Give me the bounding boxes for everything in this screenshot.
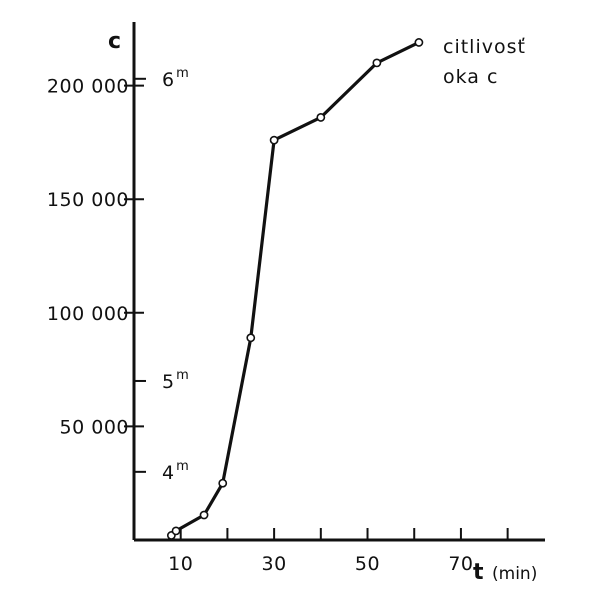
- magnitude-base-6: 6: [162, 69, 174, 91]
- data-point-5: [269, 135, 279, 145]
- magnitude-unit-4: m: [176, 459, 189, 474]
- data-point-4: [246, 333, 256, 343]
- ticks: 10 30 50 70 200 000 150 000 100 000 50 000: [47, 76, 509, 575]
- magnitude-base-5: 5: [162, 371, 174, 393]
- axes: [132, 22, 545, 542]
- x-tick-label-50: 50: [355, 553, 380, 575]
- magnitude-unit-6: m: [176, 66, 189, 81]
- y-axis-title: c: [108, 29, 121, 54]
- x-axis-title: t: [473, 560, 484, 585]
- magnitude-base-4: 4: [162, 462, 174, 484]
- series: [166, 38, 424, 540]
- data-point-1: [171, 526, 181, 536]
- labels: c t (min) citlivosť oka c: [108, 29, 537, 585]
- y-tick-label-200000: 200 000: [47, 76, 129, 98]
- y-tick-label-100000: 100 000: [47, 303, 129, 325]
- magnitude-marks: 6 m5 m4 m: [134, 66, 189, 484]
- data-point-3: [218, 478, 228, 488]
- legend-line-1: citlivosť: [443, 36, 526, 58]
- data-point-6: [316, 113, 326, 122]
- y-tick-label-50000: 50 000: [60, 416, 129, 438]
- data-point-8: [414, 38, 424, 47]
- x-tick-label-10: 10: [168, 553, 193, 575]
- magnitude-unit-5: m: [176, 368, 189, 383]
- legend-line-2: oka c: [443, 66, 498, 88]
- series-line-0: [170, 40, 420, 537]
- data-point-7: [372, 58, 382, 68]
- data-point-2: [199, 510, 209, 520]
- x-axis-unit: (min): [492, 564, 537, 584]
- x-tick-label-70: 70: [448, 553, 473, 575]
- x-tick-label-30: 30: [262, 553, 287, 575]
- y-tick-label-150000: 150 000: [47, 189, 129, 211]
